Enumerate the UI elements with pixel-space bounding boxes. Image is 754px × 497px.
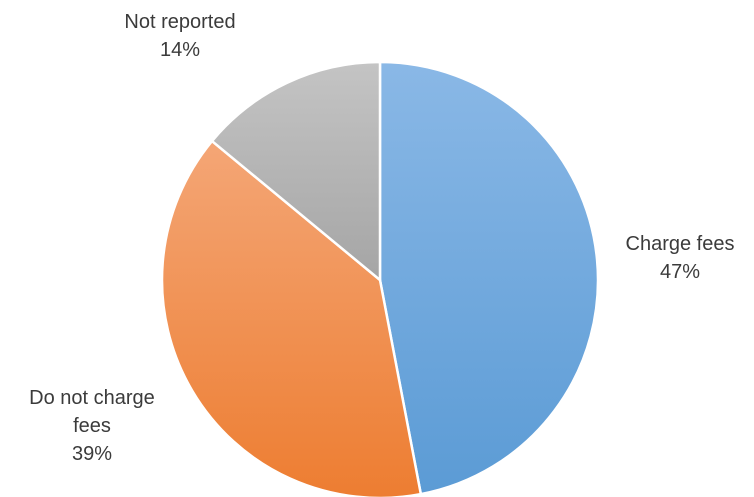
label-do-not-charge-fees-name-line2: fees [73,415,111,437]
label-not-reported-name: Not reported [124,11,236,33]
label-not-reported: Not reported 14% [110,8,250,64]
label-do-not-charge-fees-name-line1: Do not charge [29,387,155,409]
pie-slices [160,60,600,497]
label-charge-fees-name: Charge fees [625,233,735,255]
label-not-reported-percent: 14% [159,39,201,61]
label-charge-fees-percent: 47% [659,261,701,283]
slice-do-not-charge-fees [160,139,423,497]
label-charge-fees: Charge fees 47% [610,230,750,286]
label-do-not-charge-fees-percent: 39% [71,443,113,465]
label-do-not-charge-fees: Do not charge fees 39% [2,384,182,468]
slice-charge-fees [378,60,600,496]
slice-not-reported [210,60,382,283]
